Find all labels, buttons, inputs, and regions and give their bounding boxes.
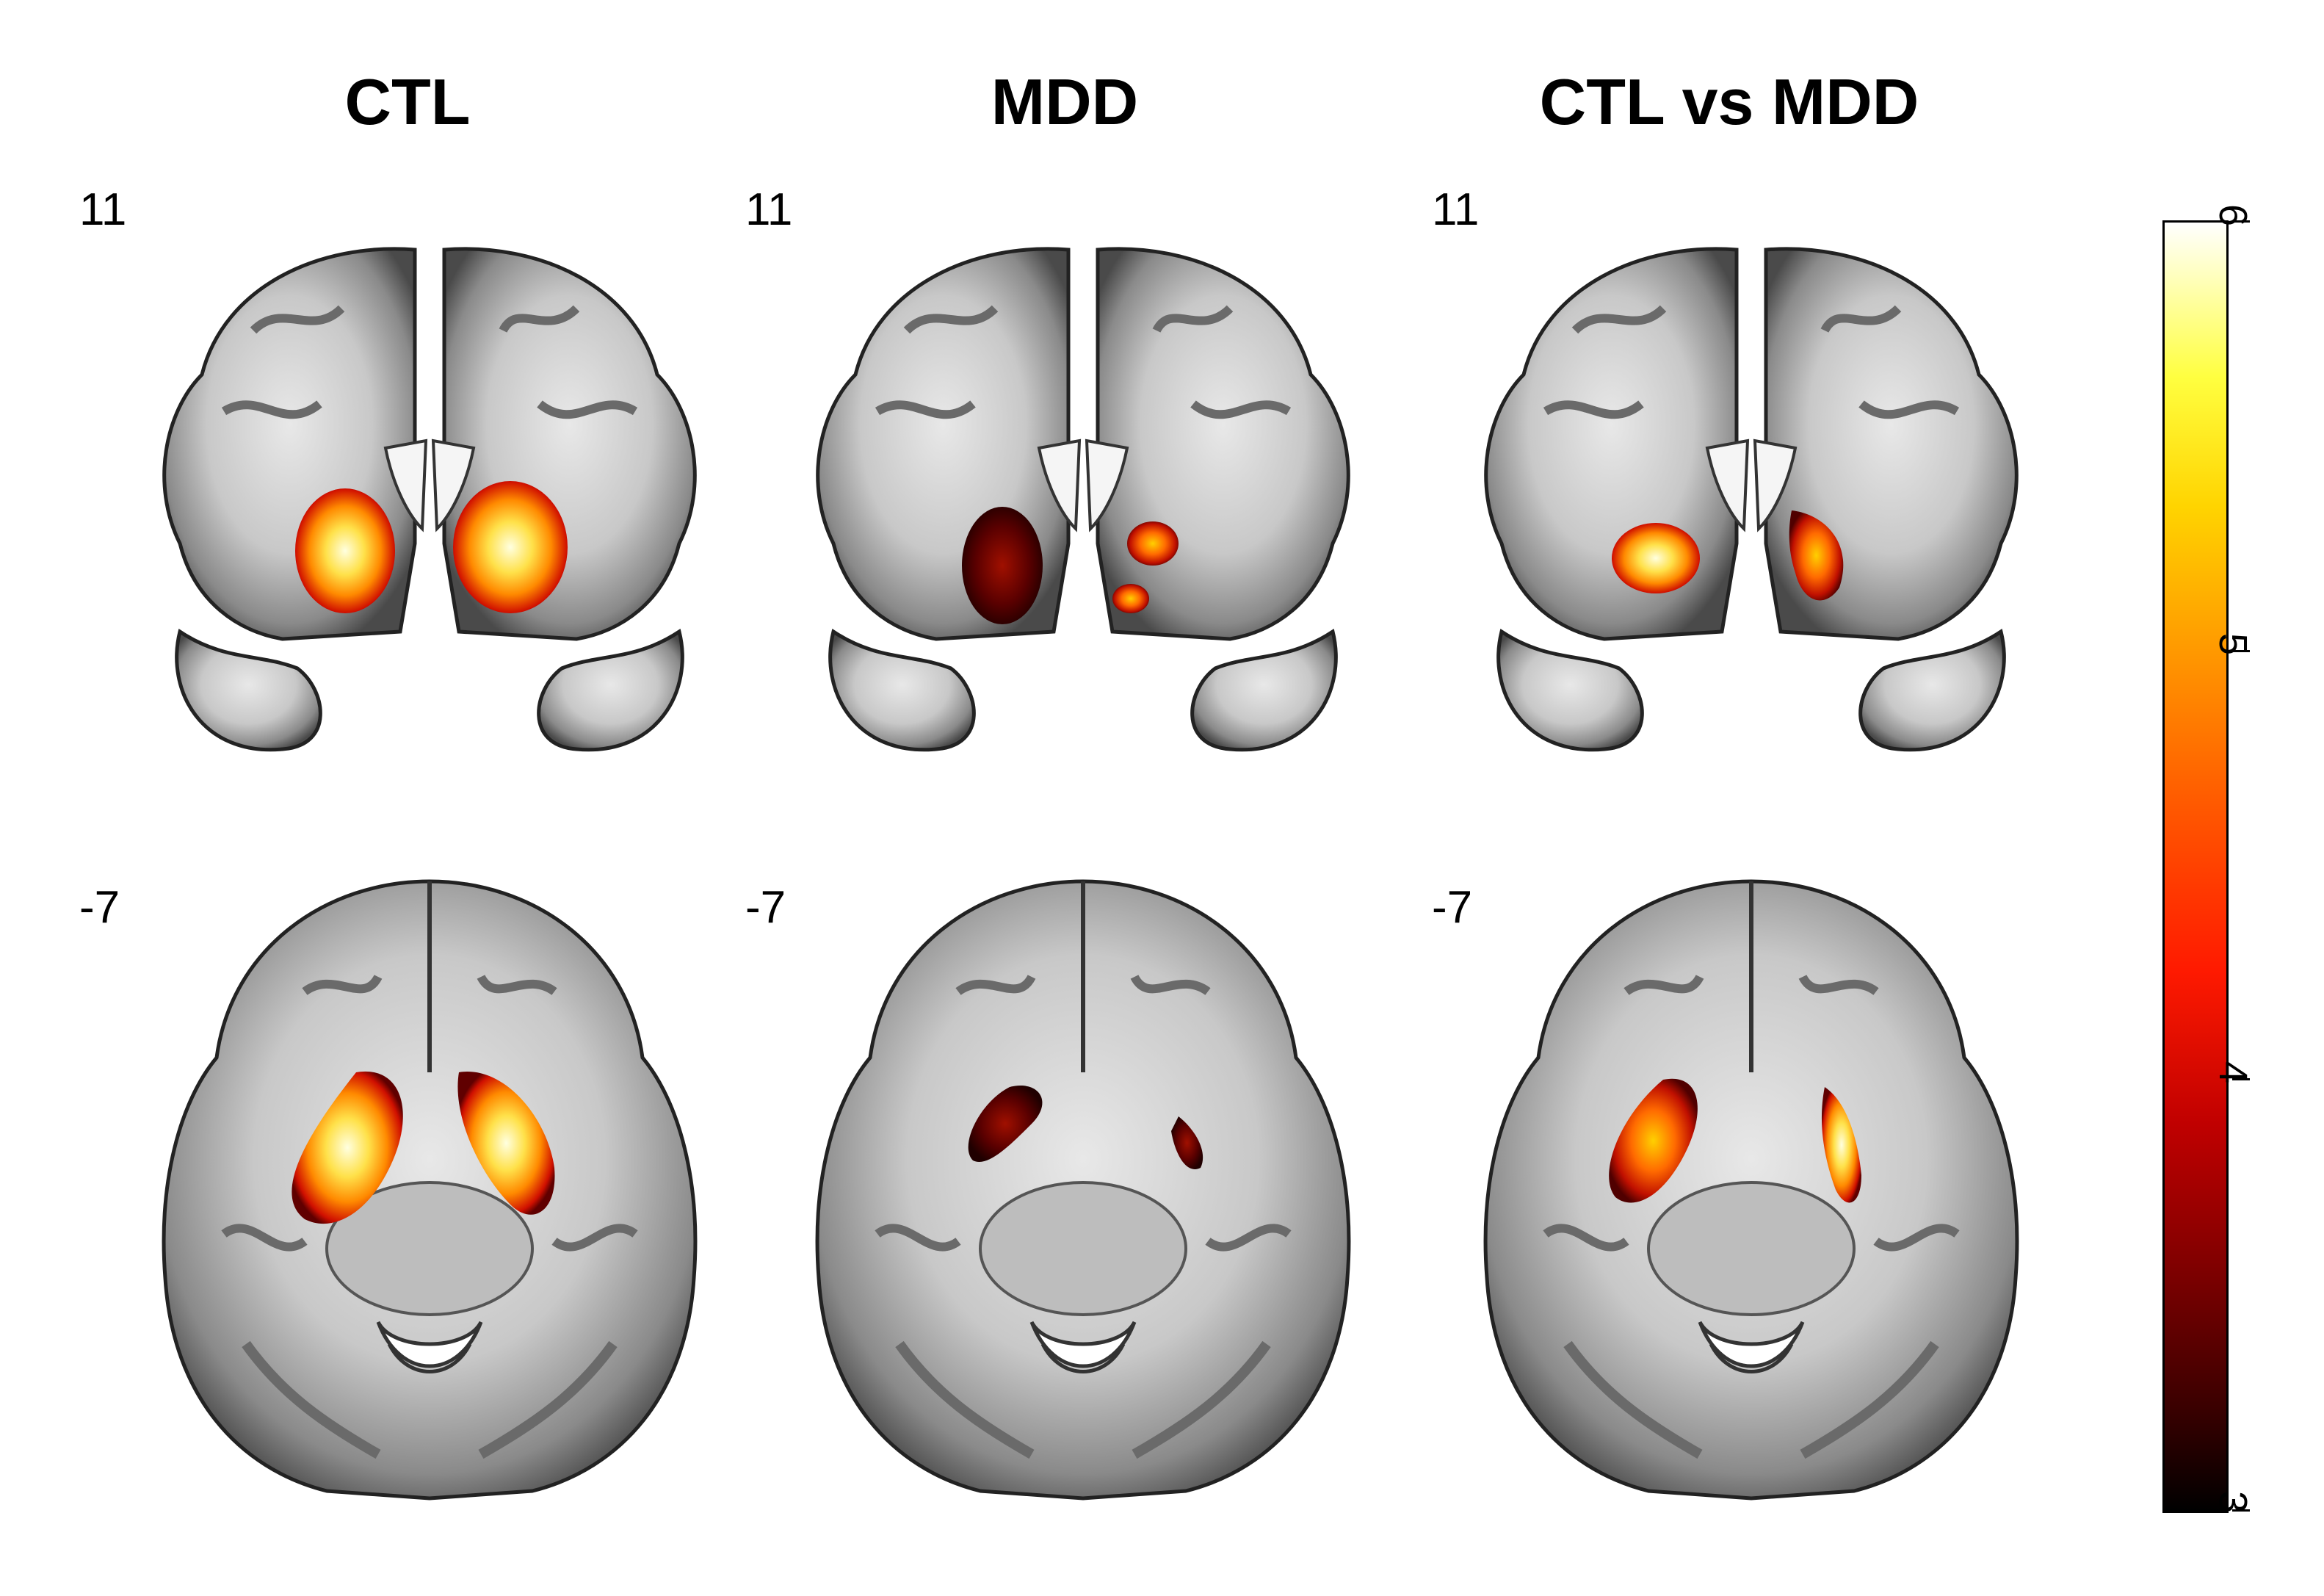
activation-cluster-right-upper [1127, 521, 1179, 566]
activation-cluster-right [1789, 510, 1844, 601]
coronal-panel-ctl [136, 220, 723, 779]
activation-cluster-left [962, 507, 1043, 624]
colorbar-tick [2232, 1078, 2250, 1080]
slice-label-coronal-mdd: 11 [745, 184, 793, 235]
coronal-panel-ctl-vs-mdd [1458, 220, 2045, 779]
activation-cluster-right [453, 481, 568, 613]
coronal-panel-mdd [789, 220, 1377, 779]
column-title-ctl: CTL [344, 65, 471, 138]
activation-cluster-left [1609, 1078, 1698, 1203]
colorbar-tick [2232, 1509, 2250, 1512]
activation-cluster-right [1171, 1116, 1203, 1169]
slice-label-coronal-ctl: 11 [79, 184, 127, 235]
colorbar-tick-label-5: 5 [2211, 633, 2255, 656]
axial-panel-ctl-vs-mdd [1458, 867, 2045, 1520]
slice-label-axial-ctl: -7 [79, 882, 120, 933]
axial-panel-mdd [789, 867, 1377, 1520]
colorbar-tick [2232, 220, 2250, 223]
colorbar [2162, 220, 2229, 1513]
activation-cluster-left [968, 1086, 1043, 1162]
colorbar-tick-label-4: 4 [2211, 1061, 2255, 1084]
activation-cluster-left [292, 1071, 403, 1224]
column-title-ctl-vs-mdd: CTL vs MDD [1539, 65, 1919, 138]
colorbar-tick [2232, 650, 2250, 652]
slice-label-coronal-diff: 11 [1432, 184, 1480, 235]
slice-label-axial-mdd: -7 [745, 882, 786, 933]
activation-cluster-right [457, 1072, 555, 1215]
axial-panel-ctl [136, 867, 723, 1520]
activation-cluster-right [1821, 1087, 1861, 1203]
slice-label-axial-diff: -7 [1432, 882, 1473, 933]
activation-cluster-left [295, 488, 395, 613]
colorbar-tick-label-3: 3 [2211, 1491, 2255, 1514]
activation-cluster-left [1612, 523, 1700, 593]
colorbar-tick-label-6: 6 [2211, 204, 2255, 227]
column-title-mdd: MDD [991, 65, 1139, 138]
activation-cluster-right-lower [1112, 584, 1149, 613]
